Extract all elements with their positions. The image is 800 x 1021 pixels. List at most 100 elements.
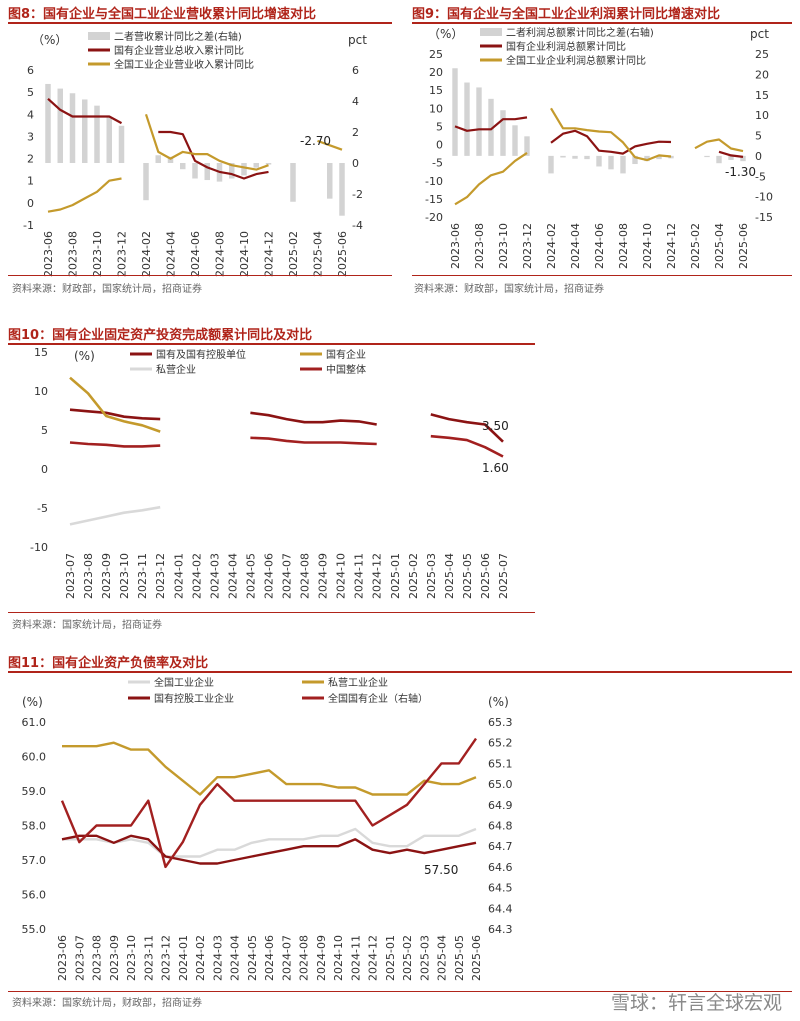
figure-11-title: 图11：国有企业资产负债率及对比 <box>8 656 209 671</box>
fig10-ytick-left: 10 <box>34 385 48 398</box>
fig9-bar <box>488 98 494 156</box>
fig11-legend-label: 全国工业企业 <box>154 676 214 689</box>
fig9-ytick-left: -10 <box>425 175 443 188</box>
fig8-xtick-label: 2024-02 <box>140 231 153 277</box>
fig11-xtick-label: 2024-11 <box>349 935 362 981</box>
fig10-xtick-label: 2024-04 <box>226 553 239 599</box>
fig10-xtick-label: 2024-08 <box>299 553 312 599</box>
fig10-ytick-left: -10 <box>30 541 48 554</box>
fig9-bar <box>668 155 674 159</box>
fig9-ytick-right: -10 <box>755 191 773 204</box>
fig8-ytick-left: 2 <box>27 153 34 166</box>
fig11-ytick-right: 64.8 <box>488 820 513 833</box>
fig9-ytick-left: -5 <box>432 157 443 170</box>
fig11-xtick-label: 2025-04 <box>436 935 449 981</box>
fig8-series-line <box>144 113 269 171</box>
fig11-xtick-label: 2024-06 <box>263 935 276 981</box>
fig9-legend-swatch <box>480 28 502 36</box>
fig10-xtick-label: 2024-09 <box>317 553 330 599</box>
fig11-ytick-right: 64.4 <box>488 902 513 915</box>
fig8-ylabel-right: pct <box>348 33 367 47</box>
fig10-ytick-left: 0 <box>41 463 48 476</box>
fig8-data-label: -2.70 <box>300 134 331 148</box>
figure-10-source: 资料来源：国家统计局，招商证券 <box>12 620 162 631</box>
fig8-xtick-label: 2024-04 <box>165 231 178 277</box>
fig11-xtick-label: 2024-12 <box>367 935 380 981</box>
figure-8-title-rule <box>8 22 392 24</box>
fig9-ytick-right: -15 <box>755 211 773 224</box>
fig11-legend-label: 私营工业企业 <box>328 676 388 689</box>
fig11-data-label: 57.50 <box>424 863 458 877</box>
fig11-ytick-right: 64.6 <box>488 861 513 874</box>
fig9-bar <box>596 155 602 167</box>
fig8-xtick-label: 2024-08 <box>214 231 227 277</box>
figure-9-title-rule <box>412 22 792 24</box>
fig8-xtick-label: 2023-08 <box>67 231 80 277</box>
fig9-xtick-label: 2024-10 <box>641 223 654 269</box>
fig9-bar <box>476 87 482 156</box>
fig9-bar <box>716 155 722 164</box>
fig10-xtick-label: 2024-12 <box>371 553 384 599</box>
fig10-ytick-left: 5 <box>41 424 48 437</box>
fig11-xtick-label: 2024-02 <box>194 935 207 981</box>
fig11-xtick-label: 2024-03 <box>211 935 224 981</box>
fig9-xtick-label: 2023-08 <box>473 223 486 269</box>
fig11-ylabel-left: (%) <box>22 695 43 709</box>
fig11-xtick-label: 2025-06 <box>470 935 483 981</box>
fig9-legend-label: 全国工业企业利润总额累计同比 <box>506 54 646 67</box>
fig9-xtick-label: 2024-12 <box>665 223 678 269</box>
fig9-ytick-right: 10 <box>755 109 769 122</box>
fig11-series-line <box>62 827 477 858</box>
figure-10-title: 图10：国有企业固定资产投资完成额累计同比及对比 <box>8 328 313 343</box>
fig10-xtick-label: 2025-04 <box>443 553 456 599</box>
fig8-series-line <box>47 177 122 213</box>
fig10-xtick-label: 2025-03 <box>425 553 438 599</box>
fig11-xtick-label: 2023-11 <box>142 935 155 981</box>
fig9-ytick-right: 25 <box>755 48 769 61</box>
fig8-xtick-label: 2025-04 <box>312 231 325 277</box>
fig9-ytick-left: -15 <box>425 193 443 206</box>
fig10-data-label: 3.50 <box>482 419 509 433</box>
fig10-series-line <box>69 408 161 421</box>
fig10-xtick-label: 2025-02 <box>407 553 420 599</box>
fig8-bar <box>106 116 113 163</box>
fig8-ytick-right: 2 <box>352 126 359 139</box>
fig8-xtick-label: 2025-02 <box>287 231 300 277</box>
fig9-bar <box>524 136 530 156</box>
fig9-legend-label: 二者利润总额累计同比之差(右轴) <box>506 26 654 39</box>
fig9-ytick-left: 20 <box>429 66 443 79</box>
fig11-xtick-label: 2024-08 <box>298 935 311 981</box>
fig10-xtick-label: 2023-09 <box>100 553 113 599</box>
fig10-xtick-label: 2024-01 <box>172 553 185 599</box>
fig8-xtick-label: 2024-12 <box>263 231 276 277</box>
fig8-bar <box>179 163 186 170</box>
fig8-ytick-right: 6 <box>352 64 359 77</box>
fig10-data-label: 1.60 <box>482 461 509 475</box>
fig8-series-line <box>317 139 343 151</box>
fig11-xtick-label: 2024-07 <box>280 935 293 981</box>
fig10-ytick-left: -5 <box>37 502 48 515</box>
fig9-xtick-label: 2023-06 <box>449 223 462 269</box>
fig11-ytick-left: 56.0 <box>22 889 47 902</box>
fig8-ytick-right: 4 <box>352 95 359 108</box>
fig11-xtick-label: 2023-10 <box>125 935 138 981</box>
fig8-legend-swatch <box>88 32 110 40</box>
fig8-xtick-label: 2024-06 <box>189 231 202 277</box>
fig11-ytick-right: 65.3 <box>488 716 513 729</box>
fig11-xtick-label: 2025-02 <box>401 935 414 981</box>
fig11-xtick-label: 2023-09 <box>108 935 121 981</box>
fig8-bar <box>81 99 88 163</box>
fig10-legend-label: 国有及国有控股单位 <box>156 348 246 361</box>
xueqiu-watermark: 雪球：轩言全球宏观 <box>610 992 782 1014</box>
fig9-bar <box>620 155 626 174</box>
fig8-series-line <box>158 130 269 180</box>
fig10-xtick-label: 2024-11 <box>353 553 366 599</box>
fig9-xtick-label: 2024-04 <box>569 223 582 269</box>
fig11-xtick-label: 2024-10 <box>332 935 345 981</box>
fig10-xtick-label: 2024-02 <box>190 553 203 599</box>
fig11-ytick-left: 60.0 <box>22 751 47 764</box>
fig11-xtick-label: 2025-01 <box>384 935 397 981</box>
fig11-xtick-label: 2024-04 <box>229 935 242 981</box>
fig9-series-line <box>454 116 528 132</box>
fig10-xtick-label: 2023-11 <box>136 553 149 599</box>
